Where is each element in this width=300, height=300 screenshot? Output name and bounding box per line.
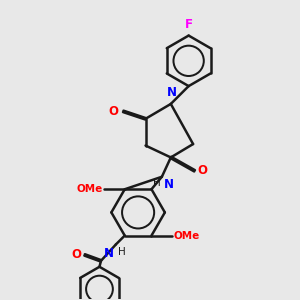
Text: N: N [167, 86, 177, 100]
Text: N: N [104, 248, 114, 260]
Text: O: O [72, 248, 82, 261]
Text: H: H [153, 178, 160, 188]
Text: O: O [198, 164, 208, 177]
Text: F: F [184, 18, 193, 31]
Text: O: O [109, 105, 119, 118]
Text: OMe: OMe [76, 184, 102, 194]
Text: H: H [118, 248, 126, 257]
Text: OMe: OMe [174, 231, 200, 241]
Text: N: N [164, 178, 174, 191]
